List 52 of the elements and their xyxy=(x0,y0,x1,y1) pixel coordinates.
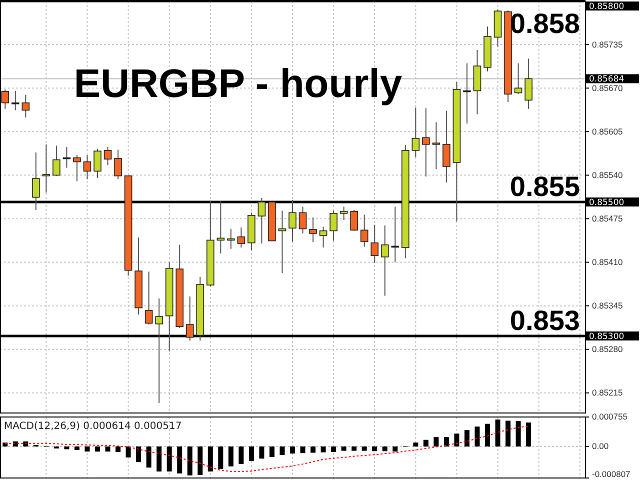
candlestick xyxy=(104,146,112,166)
ref-line-label: 0.85684 xyxy=(589,74,624,85)
candlestick xyxy=(442,110,450,184)
candlestick xyxy=(298,206,307,234)
candlestick xyxy=(350,210,358,232)
y-tick-label: 0.85475 xyxy=(592,213,623,224)
candlestick xyxy=(155,298,163,404)
candlestick xyxy=(288,199,296,242)
candlestick xyxy=(370,224,379,264)
candlestick xyxy=(73,154,81,182)
candlestick xyxy=(1,88,10,110)
y-tick-label: -0.000807 xyxy=(592,469,631,479)
candlestick xyxy=(94,148,102,178)
y-tick-label: 0.85215 xyxy=(592,388,623,398)
candlestick xyxy=(42,144,50,194)
candlestick xyxy=(83,154,92,180)
candlestick xyxy=(412,107,420,158)
annotation: 0.853 xyxy=(510,304,580,336)
candlestick xyxy=(524,58,532,110)
candlestick xyxy=(227,228,235,250)
candlestick xyxy=(237,226,246,248)
candlestick xyxy=(32,152,40,211)
candlestick xyxy=(319,226,328,248)
candlestick xyxy=(380,224,389,296)
candlestick xyxy=(22,94,30,118)
candlestick xyxy=(514,62,522,95)
candlestick xyxy=(258,197,266,244)
text: EURGBP - hourly xyxy=(74,62,403,106)
annotation: 0.855 xyxy=(510,170,580,202)
chart-title: MACD(12,26,9) 0.000614 0.000517 xyxy=(4,421,182,432)
candlestick xyxy=(144,271,153,326)
y-tick-label: 0.85410 xyxy=(592,256,623,267)
candlestick xyxy=(114,149,122,180)
ref-line-label: 0.85500 xyxy=(589,198,624,208)
candlestick xyxy=(309,216,317,243)
candlestick xyxy=(186,296,194,342)
y-tick-label: 0.85280 xyxy=(592,344,623,354)
y-tick-label: 0.00 xyxy=(592,441,609,452)
ref-line-label: 0.85800 xyxy=(589,2,624,12)
candlestick xyxy=(432,122,440,170)
y-tick-label: 0.85605 xyxy=(592,126,623,136)
y-tick-label: 0.85735 xyxy=(592,39,623,50)
candlestick xyxy=(422,108,430,178)
candlestick xyxy=(340,206,348,221)
candlestick xyxy=(330,210,338,242)
y-tick-label: 0.85670 xyxy=(592,82,623,93)
y-tick-label: 0.85345 xyxy=(592,300,623,311)
candlestick xyxy=(360,214,368,248)
ref-line-label: 0.85300 xyxy=(589,332,624,342)
candlestick xyxy=(52,145,60,176)
y-tick-label: 0.85540 xyxy=(592,170,623,180)
y-tick-label: 0.000755 xyxy=(592,412,628,422)
